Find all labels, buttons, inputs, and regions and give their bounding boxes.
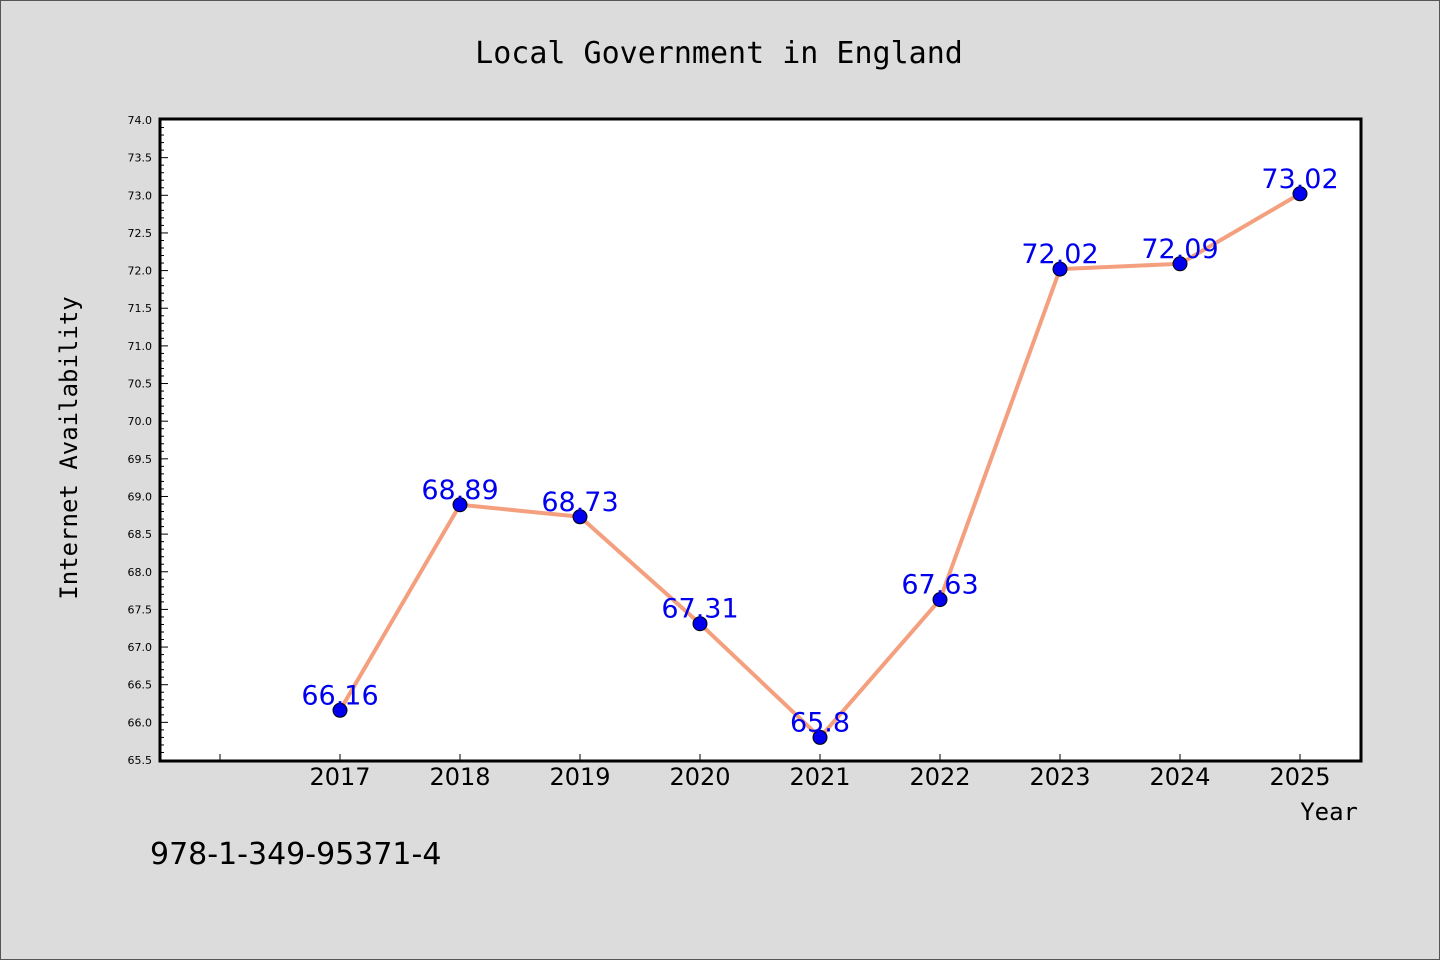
y-tick-label: 68.0 — [128, 566, 153, 579]
x-tick-label: 2021 — [789, 763, 850, 791]
data-point — [1172, 256, 1188, 272]
y-axis: 65.5 66.0 66.5 67.0 67.5 68.0 68.5 69.0 69.5 70.0… — [128, 114, 168, 767]
data-label: 67.63 — [901, 570, 978, 601]
isbn-text: 978-1-349-95371-4 — [150, 837, 441, 872]
x-axis: 2017 2018 2019 2020 2021 2022 2023 2024 2025 — [219, 754, 1331, 791]
chart-title: Local Government in England — [475, 36, 963, 71]
data-point — [932, 592, 948, 608]
data-label: 67.31 — [661, 594, 738, 625]
y-axis-label: Internet Availability — [55, 296, 83, 599]
y-tick-label: 67.0 — [128, 641, 153, 654]
y-tick-label: 72.5 — [128, 227, 153, 240]
data-label: 68.73 — [541, 487, 618, 518]
y-tick-label: 69.5 — [128, 453, 153, 466]
x-tick-label: 2018 — [429, 763, 490, 791]
data-markers — [332, 186, 1308, 745]
x-tick-label: 2024 — [1149, 763, 1210, 791]
y-tick-label: 66.5 — [128, 679, 153, 692]
data-point — [452, 497, 468, 513]
x-tick-label: 2022 — [909, 763, 970, 791]
data-point — [1052, 261, 1068, 277]
y-tick-label: 65.5 — [128, 754, 153, 767]
data-label: 72.09 — [1141, 234, 1218, 265]
data-label: 65.8 — [790, 707, 850, 738]
data-label: 66.16 — [301, 680, 378, 711]
x-tick-label: 2019 — [549, 763, 610, 791]
data-label: 73.02 — [1261, 164, 1338, 195]
data-point — [332, 702, 348, 718]
y-tick-label: 73.0 — [128, 189, 153, 202]
y-tick-label: 71.0 — [128, 340, 153, 353]
x-tick-label: 2017 — [309, 763, 370, 791]
y-tick-label: 70.5 — [128, 378, 153, 391]
data-label: 72.02 — [1021, 239, 1098, 270]
data-point — [692, 616, 708, 632]
y-tick-label: 74.0 — [128, 114, 153, 127]
data-point — [812, 729, 828, 745]
x-axis-label: Year — [1300, 798, 1358, 826]
data-point — [1292, 186, 1308, 202]
x-tick-label: 2023 — [1029, 763, 1090, 791]
data-point — [572, 509, 588, 525]
y-tick-label: 69.0 — [128, 490, 153, 503]
y-tick-label: 66.0 — [128, 716, 153, 729]
y-tick-label: 73.5 — [128, 152, 153, 165]
data-labels: 66.16 68.89 68.73 67.31 65.8 67.63 72.02 72.09 7… — [301, 164, 1338, 739]
y-tick-label: 72.0 — [128, 265, 153, 278]
data-label: 68.89 — [421, 475, 498, 506]
y-tick-label: 71.5 — [128, 302, 153, 315]
x-tick-label: 2020 — [669, 763, 730, 791]
y-tick-label: 70.0 — [128, 415, 153, 428]
y-tick-label: 67.5 — [128, 603, 153, 616]
plot-area — [158, 117, 1363, 763]
y-tick-label: 68.5 — [128, 528, 153, 541]
x-tick-label: 2025 — [1269, 763, 1330, 791]
